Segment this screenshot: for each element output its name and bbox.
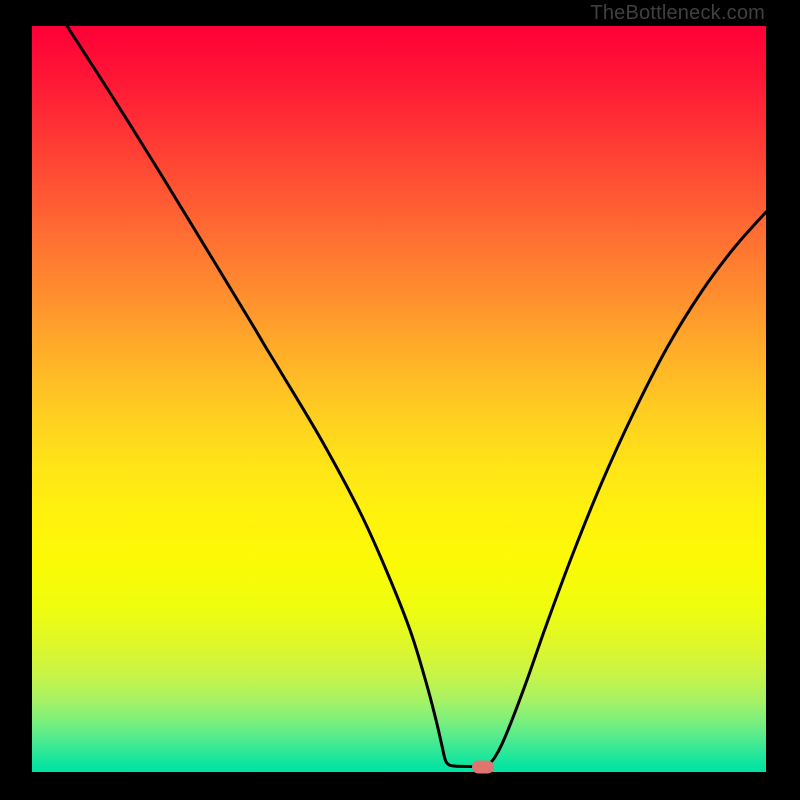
plot-area bbox=[32, 26, 766, 772]
chart-svg bbox=[32, 26, 766, 772]
chart-background bbox=[32, 26, 766, 772]
optimum-marker bbox=[472, 761, 494, 774]
watermark-text: TheBottleneck.com bbox=[590, 2, 765, 25]
